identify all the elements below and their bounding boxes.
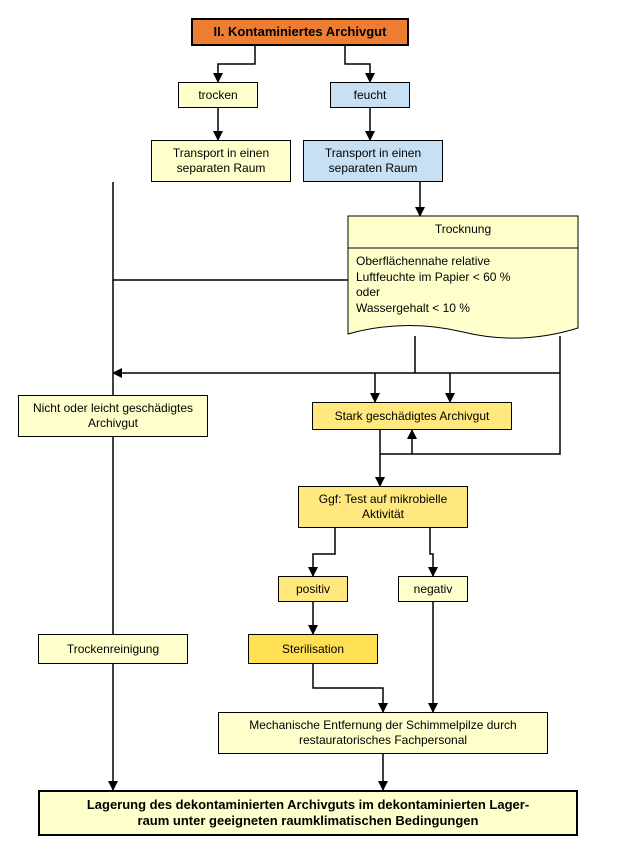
edge [345,46,370,82]
node-trocken: trocken [178,82,258,108]
node-nicht-label: Nicht oder leicht geschädigtes Archivgut [25,401,201,431]
edge [430,528,433,576]
edge [313,528,335,576]
edge [218,46,255,82]
node-final: Lagerung des dekontaminierten Archivguts… [38,790,578,836]
node-negativ-label: negativ [414,582,453,597]
node-feucht: feucht [330,82,410,108]
note-trocknung-body: Oberflächennahe relative Luftfeuchte im … [356,254,570,316]
node-final-label: Lagerung des dekontaminierten Archivguts… [87,797,529,830]
node-steril-label: Sterilisation [282,642,344,657]
node-stark: Stark geschädigtes Archivgut [312,402,512,430]
edge [313,664,383,712]
node-nicht: Nicht oder leicht geschädigtes Archivgut [18,395,208,437]
node-mech: Mechanische Entfernung der Schimmelpilze… [218,712,548,754]
node-trockenr: Trockenreinigung [38,634,188,664]
node-mech-label: Mechanische Entfernung der Schimmelpilze… [225,718,541,748]
node-trocken-label: trocken [198,88,237,103]
node-transR-label: Transport in einen separaten Raum [310,146,436,176]
node-negativ: negativ [398,576,468,602]
node-transR: Transport in einen separaten Raum [303,140,443,182]
node-title-label: II. Kontaminiertes Archivgut [214,24,387,40]
node-transL-label: Transport in einen separaten Raum [158,146,284,176]
node-title: II. Kontaminiertes Archivgut [191,18,409,46]
flowchart-canvas: II. Kontaminiertes Archivgut trocken feuch… [0,0,618,852]
node-stark-label: Stark geschädigtes Archivgut [335,409,490,424]
node-trockenr-label: Trockenreinigung [67,642,159,657]
note-trocknung-title: Trocknung [348,222,578,236]
edge [380,430,412,454]
node-feucht-label: feucht [354,88,387,103]
node-transL: Transport in einen separaten Raum [151,140,291,182]
node-ggf-label: Ggf: Test auf mikrobielle Aktivität [305,492,461,522]
node-positiv-label: positiv [296,582,330,597]
edge [113,182,348,280]
node-steril: Sterilisation [248,634,378,664]
node-positiv: positiv [278,576,348,602]
node-ggf: Ggf: Test auf mikrobielle Aktivität [298,486,468,528]
